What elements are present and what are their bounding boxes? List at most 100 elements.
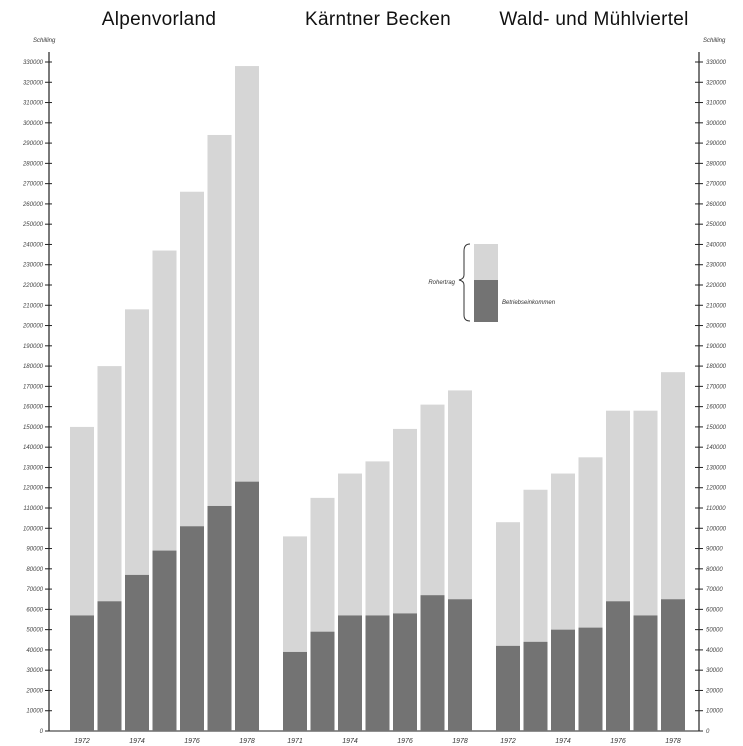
y-tick-label: 220000: [705, 283, 727, 289]
y-tick-label: 100000: [23, 526, 44, 532]
y-tick-label: 170000: [706, 384, 727, 390]
bar-betriebseinkommen: [180, 526, 204, 731]
bar-betriebseinkommen: [496, 645, 520, 731]
y-tick-label: 80000: [706, 567, 723, 573]
bar-rohertrag: [70, 426, 94, 616]
bar-betriebseinkommen: [606, 601, 630, 731]
bar-betriebseinkommen: [152, 550, 177, 731]
bar-betriebseinkommen: [551, 629, 575, 731]
bar-betriebseinkommen: [97, 601, 122, 731]
y-tick-label: 40000: [706, 648, 723, 654]
y-tick-label: 80000: [26, 567, 43, 573]
x-tick-label: 1978: [665, 738, 681, 745]
bar-betriebseinkommen: [310, 631, 335, 731]
y-tick-label: 150000: [706, 425, 727, 431]
x-tick-label: 1978: [239, 738, 255, 745]
x-tick-label: 1974: [555, 738, 571, 745]
y-tick-label: 330000: [23, 60, 44, 66]
y-tick-label: 60000: [706, 607, 723, 613]
bar-betriebseinkommen: [235, 481, 259, 731]
y-tick-label: 240000: [22, 242, 44, 248]
y-tick-label: 330000: [706, 60, 727, 66]
y-tick-label: 110000: [23, 506, 43, 512]
bar-rohertrag: [448, 390, 472, 600]
y-tick-label: 30000: [26, 668, 43, 674]
x-tick-label: 1971: [287, 738, 303, 745]
legend: Rohertrag Betriebseinkommen: [428, 243, 556, 322]
y-tick-label: 270000: [22, 182, 44, 188]
y-tick-label: 310000: [706, 101, 727, 107]
x-tick-label: 1972: [500, 738, 516, 745]
bar-betriebseinkommen: [283, 651, 307, 731]
legend-label-rohertrag: Rohertrag: [428, 280, 455, 286]
y-tick-label: 20000: [705, 688, 723, 694]
y-ticks-right: 0 10000 20000 30000 40000 50000 60000 70000 8000…: [695, 60, 727, 735]
y-tick-label: 230000: [705, 263, 727, 269]
bar-rohertrag: [152, 250, 177, 551]
bar-betriebseinkommen: [365, 615, 390, 731]
y-tick-label: 60000: [26, 607, 43, 613]
y-tick-label: 150000: [23, 425, 44, 431]
y-tick-label: 110000: [706, 506, 726, 512]
y-tick-label: 270000: [705, 182, 727, 188]
y-tick-label: 230000: [22, 263, 44, 269]
bar-rohertrag: [180, 191, 204, 527]
y-tick-label: 210000: [705, 303, 727, 309]
bar-rohertrag: [207, 134, 232, 506]
y-tick-label: 140000: [706, 445, 727, 451]
y-tick-label: 100000: [706, 526, 727, 532]
x-tick-labels: 1972 1974 1976 1978 1971 1974 1976 1978 1972 1974…: [74, 738, 681, 745]
y-tick-label: 160000: [706, 405, 727, 411]
y-tick-label: 200000: [705, 324, 727, 330]
bar-betriebseinkommen: [338, 615, 362, 731]
y-tick-label: 300000: [23, 121, 44, 127]
y-tick-label: 280000: [22, 161, 44, 167]
y-tick-label: 130000: [23, 465, 44, 471]
x-tick-label: 1972: [74, 738, 90, 745]
y-tick-label: 220000: [22, 283, 44, 289]
y-ticks-left: 0 10000 20000 30000 40000 50000 60000 70000 8000…: [22, 60, 52, 735]
bar-betriebseinkommen: [420, 595, 445, 731]
y-tick-label: 180000: [23, 364, 44, 370]
bar-rohertrag: [365, 461, 390, 616]
y-tick-label: 200000: [22, 324, 44, 330]
y-tick-label: 160000: [23, 405, 44, 411]
bar-rohertrag: [310, 497, 335, 632]
y-tick-label: 180000: [706, 364, 727, 370]
y-tick-label: 10000: [706, 709, 723, 715]
y-tick-label: 320000: [706, 80, 727, 86]
y-tick-label: 120000: [706, 486, 727, 492]
y-tick-label: 260000: [705, 202, 727, 208]
y-tick-label: 310000: [23, 101, 44, 107]
bar-rohertrag: [235, 66, 259, 482]
y-tick-label: 70000: [26, 587, 43, 593]
x-tick-label: 1976: [397, 738, 413, 745]
x-tick-label: 1978: [452, 738, 468, 745]
bar-rohertrag: [633, 410, 658, 616]
y-tick-label: 10000: [26, 709, 43, 715]
y-tick-label: 300000: [706, 121, 727, 127]
y-tick-label: 90000: [706, 547, 723, 553]
y-tick-label: 0: [40, 729, 44, 735]
x-tick-label: 1976: [184, 738, 200, 745]
legend-swatch-betriebseinkommen: [474, 280, 498, 322]
bar-rohertrag: [606, 410, 630, 602]
bar-rohertrag: [661, 372, 685, 600]
y-axis-unit-right: Schilling: [703, 38, 726, 44]
bar-betriebseinkommen: [207, 505, 232, 731]
y-tick-label: 30000: [706, 668, 723, 674]
bar-rohertrag: [420, 404, 445, 596]
bars: [70, 66, 685, 731]
x-tick-label: 1976: [610, 738, 626, 745]
y-tick-label: 250000: [22, 222, 44, 228]
y-tick-label: 20000: [25, 688, 43, 694]
bar-betriebseinkommen: [125, 574, 149, 731]
legend-brace: [458, 243, 471, 322]
bar-rohertrag: [578, 457, 603, 628]
y-tick-label: 320000: [23, 80, 44, 86]
y-tick-label: 140000: [23, 445, 44, 451]
bar-rohertrag: [283, 536, 307, 652]
bar-betriebseinkommen: [448, 599, 472, 731]
legend-label-betriebseinkommen: Betriebseinkommen: [502, 300, 556, 306]
